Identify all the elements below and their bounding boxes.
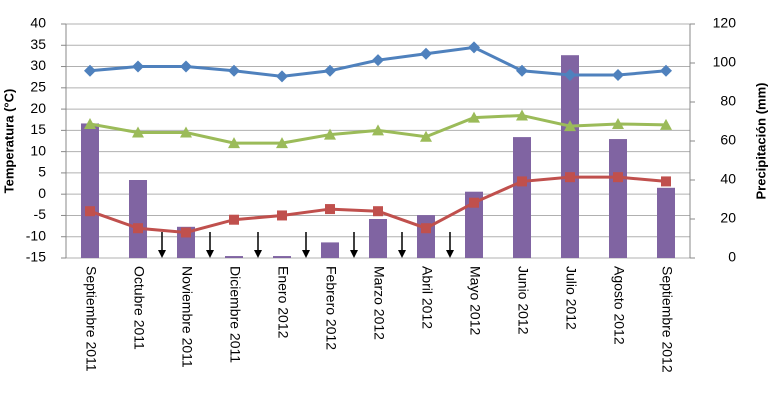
x-tick-label: Abril 2012 — [419, 266, 435, 329]
point — [181, 227, 191, 238]
point — [516, 109, 528, 121]
point — [564, 69, 576, 82]
point — [373, 206, 383, 217]
point — [132, 126, 144, 138]
bar — [273, 256, 291, 258]
y-tick-label: 20 — [30, 100, 46, 116]
y-tick-label: 10 — [30, 142, 46, 158]
y-tick-label: 5 — [38, 164, 46, 180]
frost-arrow-head — [158, 250, 166, 258]
point — [613, 172, 623, 183]
y-tick-label: 30 — [30, 57, 46, 73]
point — [276, 137, 288, 149]
frost-arrow-head — [254, 250, 262, 258]
x-tick-label: Octubre 2011 — [131, 266, 147, 350]
point — [468, 41, 480, 54]
point — [660, 118, 672, 130]
point — [324, 64, 336, 77]
bar — [129, 180, 147, 258]
point — [517, 176, 527, 187]
bar — [321, 242, 339, 258]
y-tick-label: -15 — [26, 249, 46, 265]
y-tick-label: 25 — [30, 79, 46, 95]
point — [612, 69, 624, 82]
frost-arrow-head — [302, 250, 310, 258]
y-tick-label: 0 — [38, 185, 46, 201]
point — [468, 111, 480, 123]
bar — [465, 191, 483, 258]
x-tick-label: Junio 2012 — [515, 266, 531, 335]
y-tick-label: -10 — [26, 227, 46, 243]
point — [420, 47, 432, 60]
frost-arrow-head — [206, 250, 214, 258]
point — [564, 120, 576, 132]
y-tick-label: 40 — [30, 15, 46, 31]
point — [420, 130, 432, 142]
y-tick-label: 15 — [30, 121, 46, 137]
x-tick-label: Diciembre 2011 — [227, 266, 243, 363]
frost-arrow-head — [446, 250, 454, 258]
point — [229, 214, 239, 225]
x-tick-label: Marzo 2012 — [371, 266, 387, 340]
y2-axis-title: Precipitación (mm) — [753, 82, 768, 199]
bar — [561, 55, 579, 259]
x-tick-label: Septiembre 2012 — [659, 266, 675, 373]
point — [228, 64, 240, 77]
point — [228, 137, 240, 149]
point — [565, 172, 575, 183]
y2-tick-label: 0 — [728, 249, 736, 265]
point — [372, 124, 384, 136]
point — [85, 206, 95, 217]
point — [325, 204, 335, 215]
bar — [81, 123, 99, 258]
point — [372, 54, 384, 67]
bar — [513, 137, 531, 258]
x-tick-label: Septiembre 2011 — [83, 266, 99, 372]
point — [84, 64, 96, 77]
frost-arrow-head — [398, 250, 406, 258]
point — [324, 128, 336, 140]
y2-tick-label: 120 — [713, 15, 737, 31]
bar — [609, 139, 627, 258]
point — [277, 210, 287, 221]
y-tick-label: 35 — [30, 36, 46, 52]
y-axis-title: Temperatura (°C) — [1, 89, 16, 194]
point — [516, 64, 528, 77]
point — [133, 223, 143, 234]
point — [421, 223, 431, 234]
y2-tick-label: 60 — [720, 132, 736, 148]
y2-tick-label: 40 — [720, 171, 736, 187]
bar — [225, 256, 243, 258]
x-tick-label: Agosto 2012 — [611, 266, 627, 345]
x-tick-label: Enero 2012 — [275, 266, 291, 339]
bar — [657, 187, 675, 258]
x-tick-label: Mayo 2012 — [467, 266, 483, 335]
point — [180, 60, 192, 73]
y2-tick-label: 20 — [720, 210, 736, 226]
point — [612, 117, 624, 129]
point — [180, 126, 192, 138]
x-tick-label: Noviembre 2011 — [179, 266, 195, 368]
y2-tick-label: 80 — [720, 93, 736, 109]
y-tick-label: -5 — [34, 206, 47, 222]
point — [84, 117, 96, 129]
frost-arrow-head — [350, 250, 358, 258]
point — [469, 197, 479, 208]
point — [276, 70, 288, 83]
x-tick-label: Febrero 2012 — [323, 266, 339, 350]
x-tick-label: Julio 2012 — [563, 266, 579, 330]
point — [132, 60, 144, 73]
y2-tick-label: 100 — [713, 54, 737, 70]
point — [660, 64, 672, 77]
bar — [417, 215, 435, 258]
point — [661, 176, 671, 187]
bar — [369, 219, 387, 258]
